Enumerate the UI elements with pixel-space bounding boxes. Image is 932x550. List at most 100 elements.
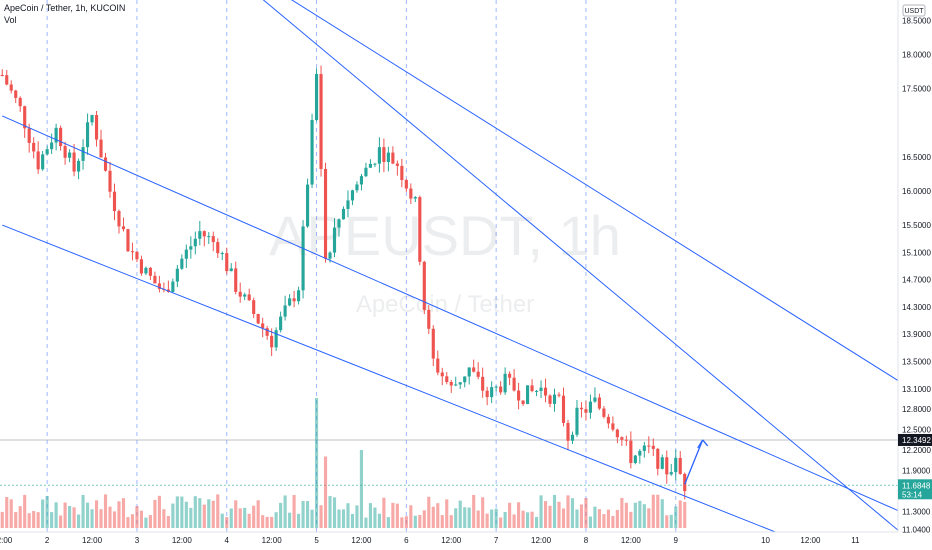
candle bbox=[41, 154, 45, 170]
candle bbox=[481, 376, 485, 391]
candle bbox=[54, 127, 58, 143]
candle bbox=[579, 407, 584, 410]
candle bbox=[377, 147, 381, 164]
x-tick-label: 11 bbox=[851, 536, 860, 545]
candle bbox=[5, 75, 9, 85]
volume-bar bbox=[32, 511, 36, 528]
volume-bar bbox=[171, 503, 175, 528]
candle bbox=[220, 253, 224, 255]
candle bbox=[602, 408, 606, 417]
candle bbox=[534, 390, 539, 392]
volume-bar bbox=[494, 508, 498, 528]
y-tick-label: 12.5000 bbox=[902, 426, 931, 435]
volume-bar bbox=[467, 507, 471, 528]
candle bbox=[337, 219, 341, 228]
candle bbox=[364, 167, 368, 177]
candle bbox=[180, 258, 184, 269]
volume-bar bbox=[153, 499, 157, 528]
candle bbox=[108, 170, 112, 192]
x-tick-label: 12:00 bbox=[0, 536, 13, 545]
candle bbox=[404, 180, 408, 189]
candle bbox=[584, 409, 588, 413]
candle bbox=[189, 246, 193, 250]
volume-bar bbox=[463, 507, 467, 528]
candle bbox=[624, 439, 628, 441]
volume-bar bbox=[476, 510, 480, 528]
candle bbox=[530, 385, 534, 392]
volume-bar bbox=[94, 500, 99, 528]
volume-bar bbox=[77, 514, 81, 528]
volume-bar bbox=[422, 510, 426, 528]
volume-indicator-label[interactable]: Vol bbox=[4, 15, 17, 25]
candle bbox=[521, 400, 525, 404]
volume-bar bbox=[252, 505, 256, 528]
candle bbox=[548, 395, 552, 404]
candle bbox=[274, 330, 278, 348]
candle bbox=[463, 376, 467, 383]
candle bbox=[68, 152, 72, 158]
candle bbox=[611, 423, 615, 430]
y-tick-label: 12.8000 bbox=[902, 405, 931, 414]
candle bbox=[431, 328, 435, 359]
volume-bar bbox=[638, 500, 642, 528]
candle bbox=[597, 397, 601, 409]
candle bbox=[202, 231, 206, 237]
candle bbox=[400, 165, 404, 181]
volume-bar bbox=[144, 517, 148, 528]
volume-bar bbox=[63, 502, 67, 528]
volume-bar bbox=[660, 499, 664, 528]
volume-bar bbox=[346, 503, 350, 528]
candle bbox=[45, 149, 49, 155]
volume-bar bbox=[265, 516, 269, 528]
candle bbox=[669, 472, 673, 475]
x-tick-label: 12:00 bbox=[172, 536, 193, 545]
volume-bar bbox=[597, 509, 601, 528]
volume-bar bbox=[436, 503, 440, 528]
x-tick-label: 12:00 bbox=[441, 536, 462, 545]
volume-bar bbox=[283, 495, 287, 528]
candle bbox=[440, 372, 444, 377]
volume-bar bbox=[445, 499, 449, 528]
volume-bar bbox=[99, 509, 103, 528]
volume-bar bbox=[14, 512, 18, 528]
candle bbox=[588, 401, 593, 413]
volume-bar bbox=[395, 503, 399, 528]
volume-bar bbox=[72, 507, 76, 528]
candle bbox=[422, 261, 426, 310]
volume-bar bbox=[503, 511, 507, 528]
candle bbox=[234, 268, 238, 292]
y-tick-label: 11.9000 bbox=[902, 467, 931, 476]
volume-bar bbox=[220, 513, 224, 528]
candle bbox=[373, 163, 377, 165]
trendline bbox=[262, 0, 901, 533]
candle bbox=[0, 75, 4, 77]
watermark-ticker: APEUSDT, 1h bbox=[269, 204, 621, 267]
candle bbox=[346, 200, 350, 209]
volume-bar bbox=[243, 507, 247, 528]
candle bbox=[355, 184, 359, 191]
volume-bar bbox=[391, 502, 395, 528]
candle bbox=[665, 457, 669, 475]
volume-bar bbox=[561, 508, 566, 528]
volume-bar bbox=[449, 515, 453, 528]
volume-bar bbox=[350, 513, 355, 528]
volume-bar bbox=[579, 504, 584, 528]
y-tick-label: 15.5000 bbox=[902, 221, 931, 230]
volume-bar bbox=[54, 502, 58, 528]
volume-bar bbox=[305, 501, 310, 528]
volume-bar bbox=[624, 502, 628, 528]
candle bbox=[153, 275, 157, 284]
candle bbox=[135, 251, 139, 260]
volume-bar bbox=[41, 499, 45, 528]
candle bbox=[211, 236, 215, 243]
volume-bar bbox=[274, 512, 278, 528]
candle bbox=[72, 152, 76, 172]
candle bbox=[494, 386, 498, 388]
volume-bar bbox=[202, 504, 206, 528]
candle bbox=[310, 120, 314, 185]
candle bbox=[32, 142, 36, 152]
trendline bbox=[2, 115, 901, 512]
x-tick-label: 8 bbox=[584, 536, 589, 545]
volume-bar bbox=[323, 456, 328, 528]
